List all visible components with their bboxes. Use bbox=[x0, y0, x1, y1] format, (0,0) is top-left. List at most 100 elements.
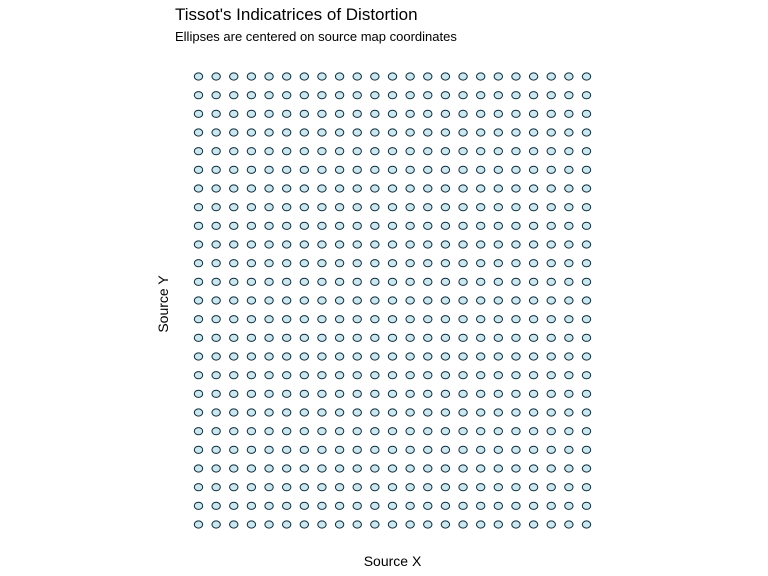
tissot-ellipse bbox=[440, 91, 451, 100]
tissot-ellipse bbox=[281, 240, 292, 249]
tissot-ellipse bbox=[387, 483, 398, 492]
tissot-ellipse bbox=[299, 427, 310, 436]
tissot-ellipse bbox=[211, 483, 221, 492]
tissot-ellipse bbox=[281, 483, 292, 492]
tissot-ellipse bbox=[352, 203, 362, 212]
tissot-ellipse bbox=[546, 259, 556, 268]
tissot-ellipse bbox=[405, 483, 415, 492]
tissot-ellipse bbox=[493, 520, 504, 529]
tissot-ellipse bbox=[564, 91, 574, 100]
tissot-ellipse bbox=[246, 296, 257, 305]
tissot-ellipse bbox=[546, 427, 556, 436]
tissot-ellipse bbox=[281, 277, 292, 286]
tissot-ellipse bbox=[511, 203, 521, 212]
tissot-ellipse bbox=[193, 501, 204, 510]
tissot-ellipse bbox=[246, 147, 257, 156]
tissot-ellipse bbox=[334, 427, 345, 436]
tissot-ellipse bbox=[229, 371, 239, 380]
tissot-ellipse bbox=[528, 240, 539, 249]
tissot-ellipse bbox=[493, 296, 504, 305]
tissot-ellipse bbox=[246, 277, 257, 286]
tissot-ellipse bbox=[352, 427, 362, 436]
tissot-ellipse bbox=[405, 147, 415, 156]
tissot-ellipse bbox=[317, 221, 327, 230]
tissot-ellipse bbox=[229, 483, 239, 492]
tissot-ellipse bbox=[458, 109, 468, 118]
tissot-ellipse bbox=[299, 389, 310, 398]
tissot-ellipse bbox=[405, 221, 415, 230]
tissot-ellipse bbox=[511, 147, 521, 156]
tissot-ellipse bbox=[246, 520, 257, 529]
tissot-ellipse bbox=[440, 464, 451, 473]
tissot-ellipse bbox=[493, 464, 504, 473]
tissot-ellipse bbox=[528, 165, 539, 174]
tissot-ellipse bbox=[564, 109, 574, 118]
tissot-ellipse bbox=[299, 277, 310, 286]
tissot-ellipse bbox=[405, 277, 415, 286]
tissot-ellipse bbox=[370, 203, 380, 212]
tissot-ellipse bbox=[405, 389, 415, 398]
tissot-ellipse bbox=[387, 333, 398, 342]
tissot-ellipse bbox=[193, 128, 204, 137]
tissot-ellipse bbox=[246, 128, 257, 137]
tissot-ellipse bbox=[423, 221, 433, 230]
tissot-ellipse bbox=[564, 483, 574, 492]
tissot-ellipse bbox=[299, 520, 310, 529]
tissot-ellipse bbox=[317, 483, 327, 492]
tissot-ellipse bbox=[405, 203, 415, 212]
tissot-ellipse bbox=[581, 408, 592, 417]
tissot-ellipse bbox=[317, 520, 327, 529]
tissot-ellipse bbox=[581, 520, 592, 529]
tissot-ellipse bbox=[281, 91, 292, 100]
tissot-ellipse bbox=[581, 464, 592, 473]
tissot-ellipse bbox=[405, 109, 415, 118]
tissot-ellipse bbox=[581, 389, 592, 398]
tissot-ellipse bbox=[229, 520, 239, 529]
tissot-ellipse bbox=[281, 128, 292, 137]
tissot-ellipse bbox=[475, 221, 486, 230]
tissot-ellipse bbox=[493, 165, 504, 174]
tissot-ellipse bbox=[317, 128, 327, 137]
tissot-ellipse bbox=[581, 72, 592, 81]
tissot-ellipse bbox=[440, 520, 451, 529]
tissot-ellipse bbox=[317, 147, 327, 156]
tissot-ellipse bbox=[299, 128, 310, 137]
tissot-ellipse bbox=[564, 371, 574, 380]
tissot-ellipse bbox=[370, 464, 380, 473]
tissot-ellipse bbox=[317, 72, 327, 81]
tissot-ellipse bbox=[440, 72, 451, 81]
tissot-ellipse bbox=[370, 445, 380, 454]
tissot-ellipse bbox=[246, 203, 257, 212]
tissot-ellipse bbox=[281, 333, 292, 342]
tissot-ellipse bbox=[440, 203, 451, 212]
tissot-ellipse bbox=[564, 464, 574, 473]
tissot-ellipse bbox=[352, 109, 362, 118]
tissot-ellipse bbox=[440, 371, 451, 380]
tissot-ellipse bbox=[299, 184, 310, 193]
tissot-ellipse bbox=[264, 91, 274, 100]
tissot-ellipse bbox=[229, 165, 239, 174]
tissot-ellipse bbox=[564, 520, 574, 529]
tissot-ellipse bbox=[423, 464, 433, 473]
tissot-ellipse bbox=[299, 445, 310, 454]
tissot-ellipse bbox=[317, 389, 327, 398]
tissot-ellipse bbox=[387, 91, 398, 100]
tissot-ellipse bbox=[211, 259, 221, 268]
tissot-ellipse bbox=[334, 128, 345, 137]
tissot-ellipse bbox=[281, 520, 292, 529]
tissot-ellipse bbox=[458, 427, 468, 436]
tissot-ellipse bbox=[334, 203, 345, 212]
tissot-ellipse bbox=[229, 221, 239, 230]
tissot-ellipse bbox=[440, 445, 451, 454]
tissot-ellipse bbox=[405, 315, 415, 324]
tissot-ellipse bbox=[564, 427, 574, 436]
tissot-ellipse bbox=[352, 315, 362, 324]
tissot-ellipse bbox=[317, 184, 327, 193]
tissot-ellipse bbox=[281, 109, 292, 118]
tissot-ellipse bbox=[246, 240, 257, 249]
tissot-ellipse bbox=[581, 296, 592, 305]
tissot-ellipse bbox=[581, 501, 592, 510]
tissot-ellipse bbox=[458, 408, 468, 417]
tissot-ellipse bbox=[511, 520, 521, 529]
